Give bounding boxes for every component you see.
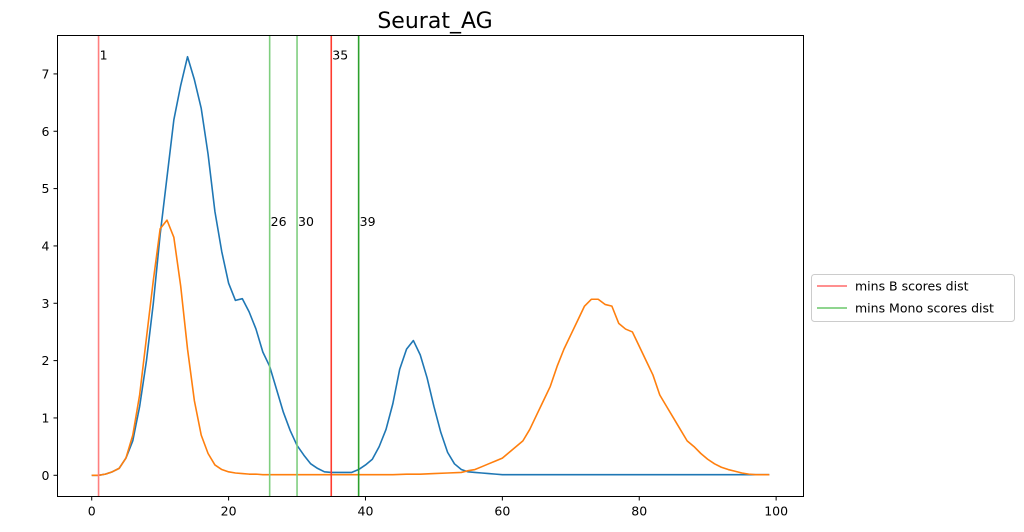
x-tick-label: 100	[764, 504, 788, 519]
series-line-2	[91, 219, 770, 477]
y-tick-label: 3	[42, 296, 50, 311]
y-tick-label: 0	[42, 468, 50, 483]
x-tick-label: 0	[88, 504, 96, 519]
series-line-1	[91, 55, 770, 477]
x-tick-label: 80	[631, 504, 647, 519]
y-tick-label: 5	[42, 181, 50, 196]
vline-label-30: 30	[298, 214, 314, 229]
vline-label-26: 26	[271, 214, 287, 229]
legend: mins B scores dist mins Mono scores dist	[811, 274, 1015, 322]
plot-area: 1 35 26 30 39	[91, 35, 770, 497]
y-tick-label: 1	[42, 410, 50, 425]
legend-label-1: mins B scores dist	[855, 279, 969, 294]
y-tick-label: 4	[42, 238, 50, 253]
x-tick-label: 20	[221, 504, 237, 519]
x-tick-label: 60	[494, 504, 510, 519]
vline-label-39: 39	[360, 214, 376, 229]
chart-title: Seurat_AG	[377, 9, 492, 34]
y-tick-label: 6	[42, 124, 50, 139]
y-tick-label: 7	[42, 66, 50, 81]
axes-frame	[57, 35, 804, 497]
axis-ticks: 0 20 40 60 80 100 0 1 2 3 4 5 6 7	[42, 66, 789, 518]
legend-label-2: mins Mono scores dist	[855, 301, 994, 316]
vline-label-1: 1	[100, 48, 108, 63]
y-tick-label: 2	[42, 353, 50, 368]
x-tick-label: 40	[358, 504, 374, 519]
legend-box	[811, 274, 1015, 322]
vline-label-35: 35	[332, 48, 348, 63]
